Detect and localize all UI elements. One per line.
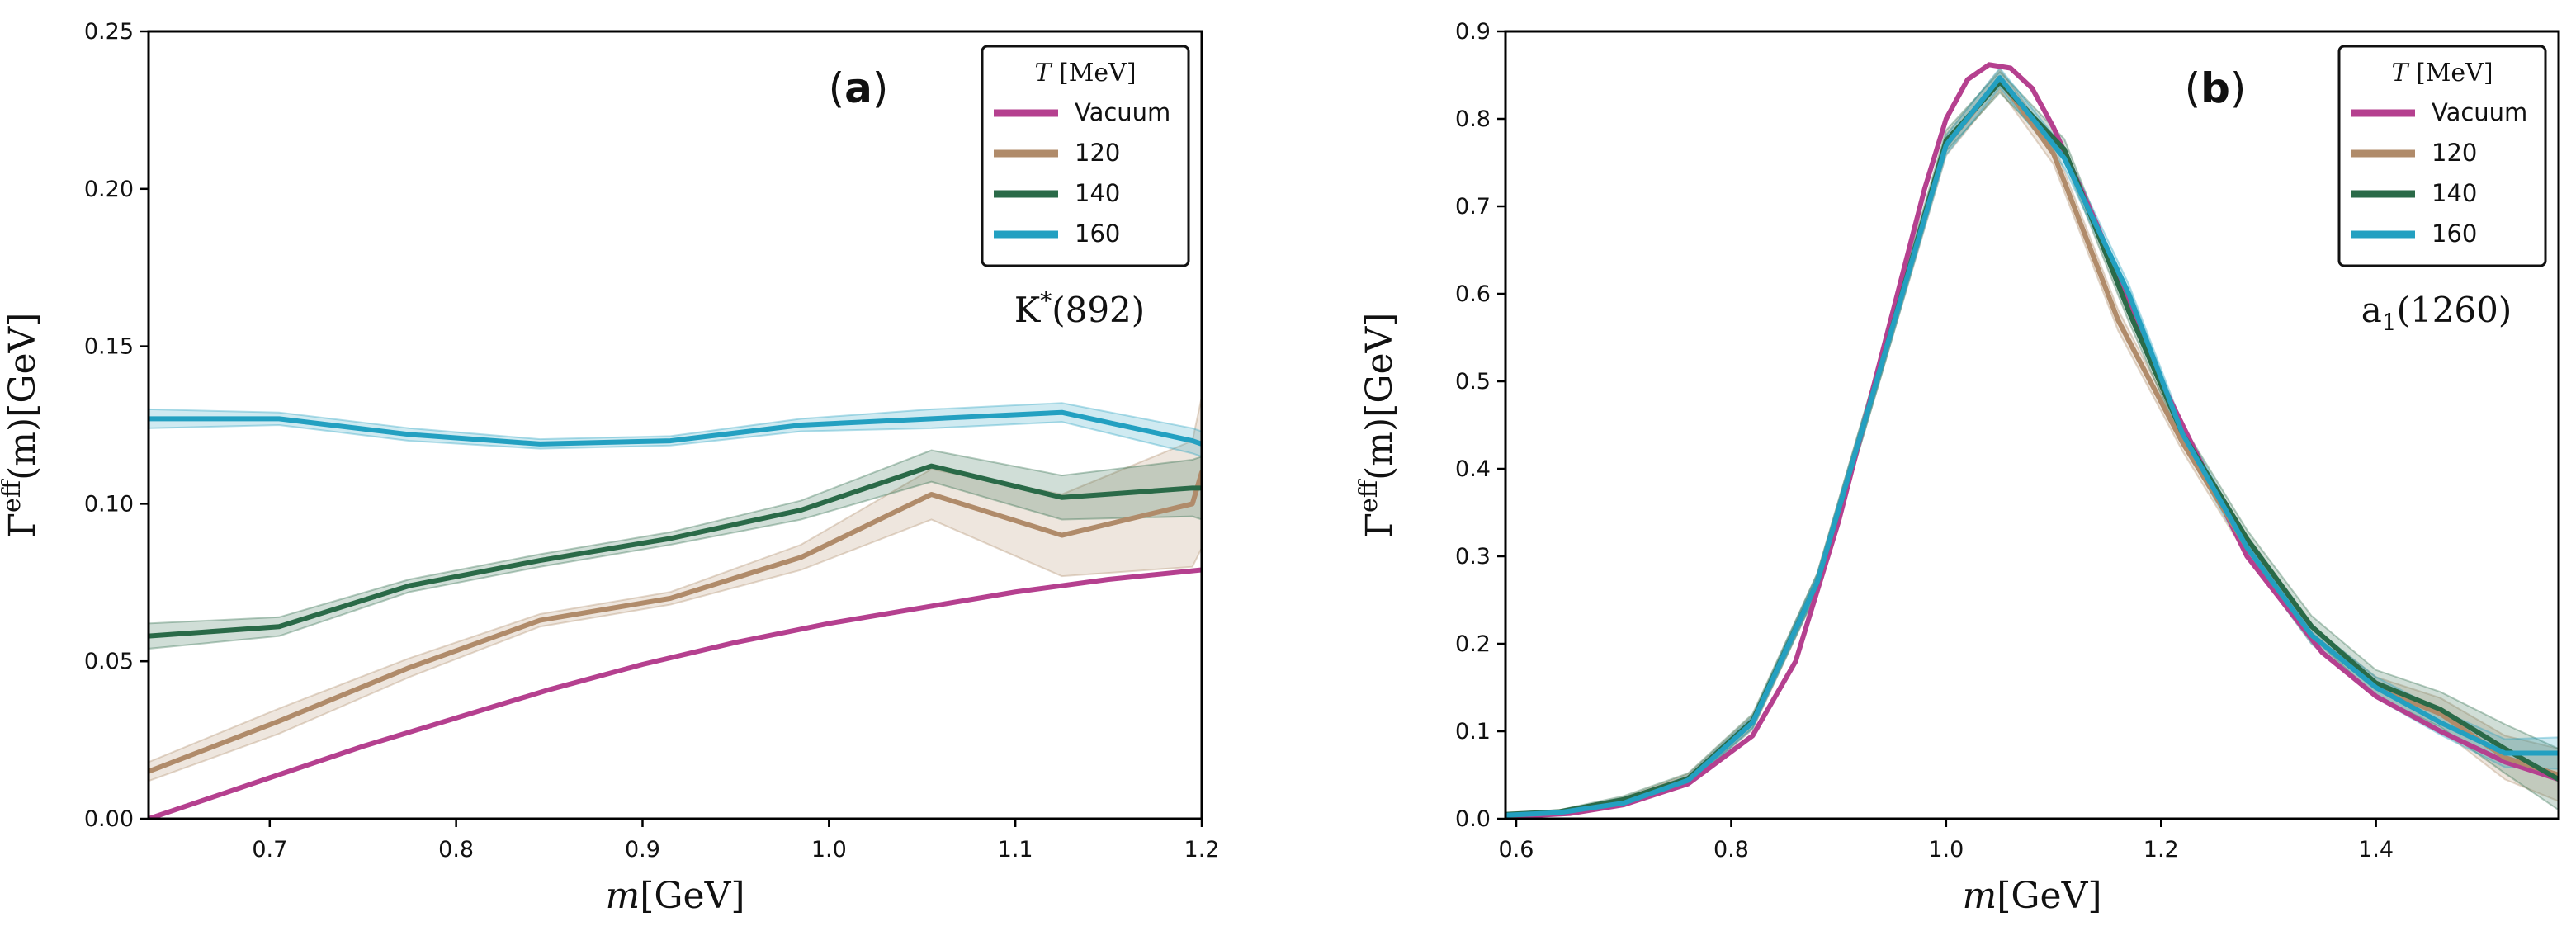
legend-box xyxy=(981,45,1190,267)
legend-label-120: 120 xyxy=(1075,139,1120,167)
series-line-vacuum xyxy=(149,567,1202,819)
y-tick-label: 0.20 xyxy=(84,177,134,202)
x-tick-label: 0.9 xyxy=(625,837,660,862)
x-tick-label: 1.0 xyxy=(811,837,847,862)
legend-label-vacuum: Vacuum xyxy=(1075,98,1170,126)
y-tick-label: 0.05 xyxy=(84,649,134,674)
x-tick-label: 1.1 xyxy=(998,837,1033,862)
y-axis-label-group: Γeff(m)[GeV] xyxy=(1354,313,1401,538)
panel-label: (a) xyxy=(829,64,889,112)
y-axis-label: Γeff(m)[GeV] xyxy=(0,313,44,538)
axes-frame xyxy=(147,30,1203,820)
y-axis-label-group: Γeff(m)[GeV] xyxy=(0,313,44,538)
legend-label-140: 140 xyxy=(2432,179,2477,207)
legend-title: T [MeV] xyxy=(2391,59,2493,87)
y-tick-label: 0.6 xyxy=(1455,281,1491,307)
y-tick-label: 0.7 xyxy=(1455,194,1491,220)
plot-area xyxy=(149,396,1202,819)
series-line-120 xyxy=(149,470,1202,774)
x-tick-label: 0.8 xyxy=(438,837,474,862)
x-axis-label: m[GeV] xyxy=(1962,875,2101,917)
series-line-160 xyxy=(149,409,1202,447)
legend-label-120: 120 xyxy=(2432,139,2477,167)
series-line-160 xyxy=(1505,75,2559,818)
legend-label-160: 160 xyxy=(1075,220,1120,248)
particle-annotation: K*(892) xyxy=(1014,287,1145,330)
y-tick-label: 0.25 xyxy=(84,19,134,45)
panel-label: (b) xyxy=(2185,64,2247,112)
y-tick-label: 0.10 xyxy=(84,491,134,517)
series-band-120 xyxy=(149,396,1202,782)
legend-label-140: 140 xyxy=(1075,179,1120,207)
y-tick-label: 0.0 xyxy=(1455,806,1491,832)
x-tick-label: 0.6 xyxy=(1499,837,1534,862)
x-tick-label: 1.4 xyxy=(2358,837,2394,862)
chart-panel-b: 0.6 0.8 1.0 1.2 1.4 0.0 0.1 0.2 0.3 0.4 0.5 0.6 0.7 0… xyxy=(1354,19,2560,917)
y-tick-label: 0.9 xyxy=(1455,19,1491,45)
y-axis-label: Γeff(m)[GeV] xyxy=(1354,313,1401,538)
legend: T [MeV] Vacuum 120 140 160 xyxy=(981,45,1190,267)
x-axis-label: m[GeV] xyxy=(605,875,744,917)
legend: T [MeV] Vacuum 120 140 160 xyxy=(2337,45,2547,267)
series-line-140 xyxy=(149,463,1202,639)
y-tick-label: 0.4 xyxy=(1455,456,1491,482)
x-tick-label: 1.0 xyxy=(1928,837,1964,862)
y-tick-label: 0.15 xyxy=(84,334,134,360)
legend-box xyxy=(2337,45,2547,267)
axes-frame xyxy=(1504,30,2560,820)
particle-annotation: a1(1260) xyxy=(2361,290,2512,336)
y-tick-label: 0.00 xyxy=(84,806,134,832)
x-tick-label: 1.2 xyxy=(2144,837,2179,862)
plot-area xyxy=(1505,62,2559,819)
x-tick-label: 1.2 xyxy=(1184,837,1220,862)
x-tick-label: 0.7 xyxy=(252,837,287,862)
legend-label-vacuum: Vacuum xyxy=(2432,98,2527,126)
y-tick-label: 0.5 xyxy=(1455,369,1491,395)
chart-panel-a: 0.7 0.8 0.9 1.0 1.1 1.2 0.00 0.05 0.10 0.15 0.20 0.… xyxy=(0,19,1219,917)
y-tick-label: 0.2 xyxy=(1455,631,1491,657)
y-tick-label: 0.1 xyxy=(1455,719,1491,744)
y-tick-label: 0.3 xyxy=(1455,544,1491,569)
series-line-vacuum xyxy=(1505,62,2559,819)
x-tick-label: 0.8 xyxy=(1713,837,1749,862)
legend-label-160: 160 xyxy=(2432,220,2477,248)
legend-title: T [MeV] xyxy=(1034,59,1136,87)
y-tick-label: 0.8 xyxy=(1455,106,1491,132)
